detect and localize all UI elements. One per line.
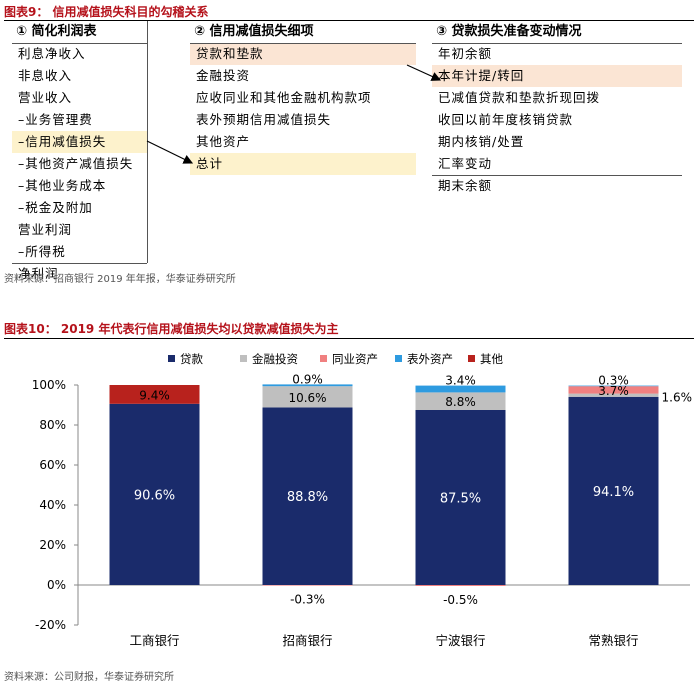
legend-swatch [168,355,175,362]
list-item: 表外预期信用减值损失 [196,112,332,127]
legend-label: 其他 [480,352,503,366]
data-label: 10.6% [288,391,326,405]
list-item: 营业收入 [18,90,73,105]
column-header: ③ 贷款损失准备变动情况 [436,24,582,39]
y-tick-label: 40% [39,498,66,512]
list-item: 已减值贷款和垫款折现回拨 [438,90,601,105]
x-tick-label: 工商银行 [129,633,179,648]
list-item: –其他业务成本 [18,178,107,193]
loan-loss-reserve-column: ③ 贷款损失准备变动情况 年初余额 本年计提/转回 已减值贷款和垫款折现回拨 收… [432,21,682,197]
list-item: 应收同业和其他金融机构款项 [196,90,372,105]
legend-label: 贷款 [180,352,203,366]
bar-segment [415,392,506,410]
list-item: 非息收入 [18,68,73,83]
x-tick-label: 常熟银行 [588,633,638,648]
legend-swatch [320,355,327,362]
column-header: ① 简化利润表 [16,24,97,39]
data-label: 1.6% [662,391,693,405]
list-item: 期末余额 [438,178,493,193]
income-statement-column: ① 简化利润表 利息净收入 非息收入 营业收入 –业务管理费 –信用减值损失 –… [12,21,147,285]
data-label: 90.6% [134,488,175,503]
data-label: 3.7% [598,384,629,398]
bar-segment [262,384,353,387]
list-item: 年初余额 [438,46,493,61]
legend-label: 表外资产 [407,352,453,366]
legend-swatch [240,355,247,362]
data-label: 0.9% [292,372,323,386]
bottom-rule [432,175,682,176]
list-item-highlight: –信用减值损失 [12,131,147,153]
list-item-highlight: 总计 [190,153,416,175]
bar-segment [568,386,659,394]
figure10-title-rule [4,338,694,339]
y-tick-label: 100% [32,378,66,392]
data-label: 88.8% [287,490,328,505]
bottom-rule [12,263,147,264]
data-label: 8.8% [445,395,476,409]
x-tick-label: 招商银行 [282,633,332,648]
bar-segment [568,396,659,585]
legend-label: 同业资产 [332,352,378,366]
header-rule [190,43,416,44]
y-tick-label: 80% [39,418,66,432]
data-label: 87.5% [440,492,481,507]
data-label: 94.1% [593,485,634,500]
list-item: –所得税 [18,244,66,259]
list-item: 营业利润 [18,222,73,237]
bar-segment [262,407,353,585]
chart-svg: 贷款 金融投资 同业资产 表外资产 其他 -20% 0% 20% 40% 60% 80% 100% 工商… [32,352,693,648]
list-item: 汇率变动 [438,156,493,171]
bar-segment [262,386,353,408]
bar-segment [415,585,506,586]
y-tick-label: 20% [39,538,66,552]
bar-segment [415,385,506,393]
list-item: –税金及附加 [18,200,93,215]
column-divider [147,21,148,263]
data-label: 0.3% [598,374,629,388]
stacked-bar-chart: 贷款 金融投资 同业资产 表外资产 其他 -20% 0% 20% 40% 60% 80% 100% 工商… [0,340,700,660]
arrow-icon [146,140,194,164]
figure10-title: 图表10： 2019 年代表行信用减值损失均以贷款减值损失为主 [4,322,339,336]
x-tick-label: 宁波银行 [435,633,485,648]
header-rule [12,43,147,44]
bar-segment [262,585,353,586]
list-item: 净利润 [18,266,59,281]
data-label: -0.5% [443,593,478,607]
reconciliation-table: ① 简化利润表 利息净收入 非息收入 营业收入 –业务管理费 –信用减值损失 –… [12,21,684,281]
data-label: 9.4% [139,388,170,402]
bar-segment [568,393,659,397]
figure9-title: 图表9： 信用减值损失科目的勾稽关系 [4,5,209,19]
list-item: 金融投资 [196,68,251,83]
list-item-highlight: 贷款和垫款 [190,43,416,65]
bar-segment [109,403,200,585]
list-item: 收回以前年度核销贷款 [438,112,574,127]
y-tick-label: -20% [35,618,66,632]
legend-swatch [395,355,402,362]
link-arrows [146,64,442,164]
list-item: 期内核销/处置 [438,134,525,149]
bar-segment [568,385,659,387]
y-tick-label: 0% [47,578,66,592]
figure10-source: 资料来源：公司财报，华泰证券研究所 [4,672,174,683]
data-label: -0.3% [290,593,325,607]
bar-segment [109,385,200,404]
list-item: –其他资产减值损失 [18,156,134,171]
data-label: 3.4% [445,374,476,388]
legend-label: 金融投资 [252,352,298,366]
figure9-source: 资料来源：招商银行 2019 年年报，华泰证券研究所 [4,274,236,285]
bar-segment [415,410,506,585]
list-item: 利息净收入 [18,46,86,61]
legend-swatch [468,355,475,362]
figure9-title-rule [4,20,694,21]
y-tick-label: 60% [39,458,66,472]
credit-impairment-column: ② 信用减值损失细项 贷款和垫款 金融投资 应收同业和其他金融机构款项 表外预期… [190,21,416,175]
arrow-icon [406,64,442,81]
list-item: 其他资产 [196,134,251,149]
column-header: ② 信用减值损失细项 [194,24,314,39]
header-rule [432,43,682,44]
list-item-highlight: 本年计提/转回 [432,65,682,87]
list-item: –业务管理费 [18,112,93,127]
